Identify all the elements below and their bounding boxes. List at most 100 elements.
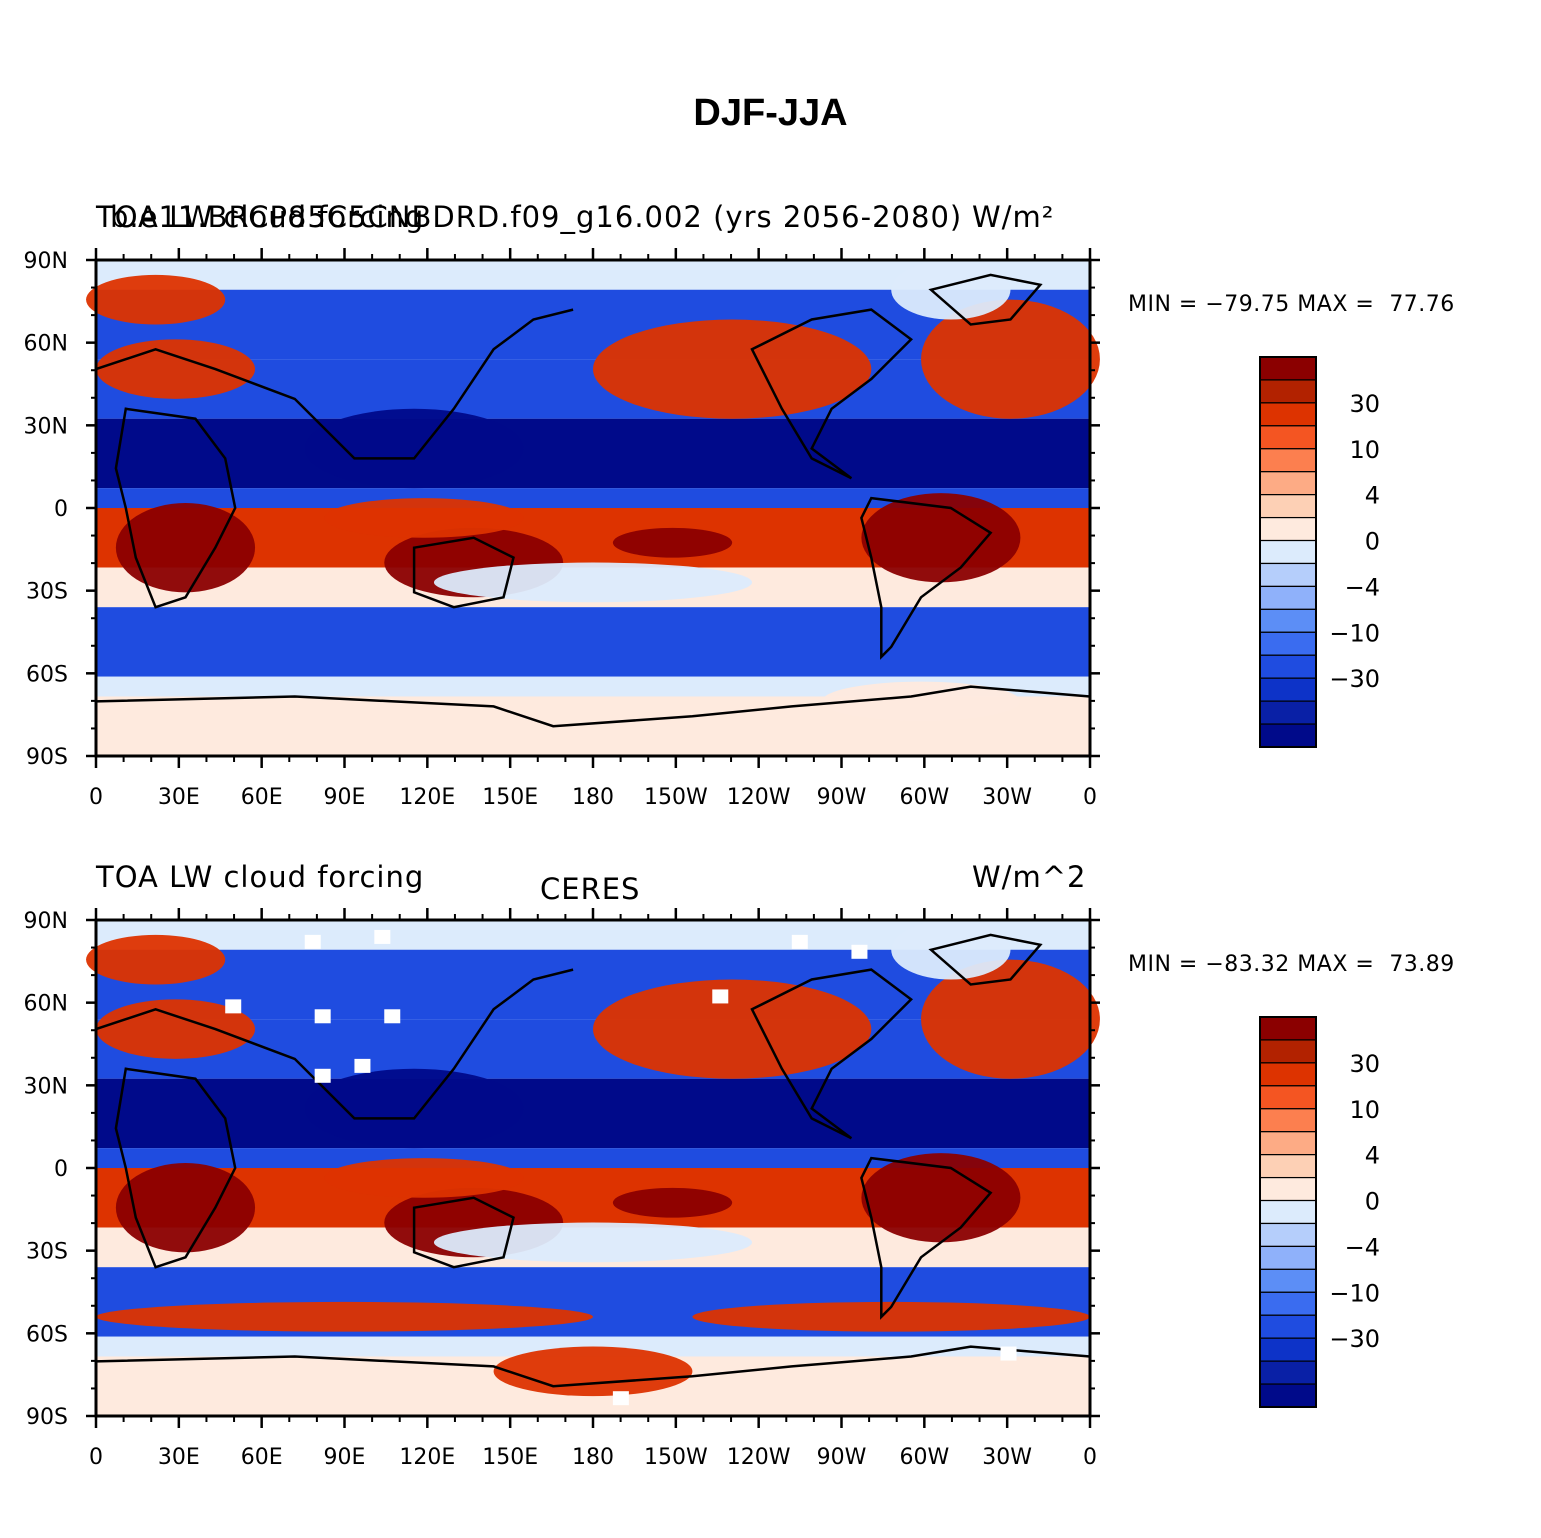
lon-tick-label: 180: [572, 1445, 614, 1470]
lat-tick-label: 90N: [24, 249, 68, 274]
colorbar-label: −10: [1329, 1279, 1380, 1307]
lon-tick-label: 180: [572, 785, 614, 810]
colorbar-label: 30: [1349, 1050, 1380, 1078]
panel-units: W/m^2: [972, 860, 1087, 894]
colorbar-swatch: [1259, 1360, 1317, 1385]
colorbar-label: −30: [1329, 1325, 1380, 1353]
lon-tick-label: 30W: [982, 785, 1032, 810]
lat-tick-label: 60N: [24, 992, 68, 1017]
colorbar-swatch: [1259, 1314, 1317, 1339]
colorbar-swatch: [1259, 562, 1317, 588]
colorbar-model: 30 10 4 0 −4 −10 −30: [1259, 356, 1380, 748]
lon-tick-label: 60W: [899, 1445, 949, 1470]
min-value: −79.75: [1205, 292, 1290, 317]
lat-tick-label: 60S: [26, 1322, 68, 1347]
colorbar-label: 4: [1365, 1142, 1380, 1170]
panel-obs: TOA LW cloud forcing CERES W/m^2 MIN = −…: [0, 850, 1541, 1510]
coastlines: [95, 273, 1091, 728]
lon-tick-label: 30W: [982, 1445, 1032, 1470]
colorbar-swatch: [1259, 494, 1317, 519]
panel-units: W/m²: [972, 200, 1055, 234]
colorbar-swatch: [1259, 379, 1317, 404]
lon-tick-label: 120E: [399, 1445, 455, 1470]
colorbar-swatch: [1259, 631, 1317, 656]
max-label: MAX =: [1297, 952, 1375, 977]
lat-tick-label: 0: [54, 497, 68, 522]
lon-tick-label: 150E: [482, 1445, 538, 1470]
figure-title: DJF-JJA: [693, 92, 848, 134]
min-label: MIN =: [1128, 952, 1198, 977]
colorbar-label: −10: [1329, 619, 1380, 647]
lon-tick-label: 90E: [324, 1445, 366, 1470]
lon-tick-label: 90W: [817, 785, 867, 810]
map-field: [86, 260, 1100, 756]
colorbar-label: 0: [1365, 1188, 1380, 1216]
lon-tick-label: 0: [89, 1445, 103, 1470]
lat-tick-label: 30N: [24, 1074, 68, 1099]
colorbar-swatch: [1259, 700, 1317, 725]
lon-tick-label: 150W: [644, 1445, 708, 1470]
colorbar-swatch: [1259, 1383, 1317, 1408]
lon-tick-label: 0: [1083, 1445, 1097, 1470]
min-value: −83.32: [1205, 952, 1290, 977]
lat-tick-label: 60S: [26, 662, 68, 687]
colorbar-swatch: [1259, 425, 1317, 450]
lon-tick-label: 0: [89, 785, 103, 810]
lon-tick-label: 30E: [158, 785, 200, 810]
lon-tick-label: 0: [1083, 785, 1097, 810]
colorbar-label: 10: [1349, 1096, 1380, 1124]
colorbar-label: 30: [1349, 390, 1380, 418]
colorbar-swatch: [1259, 1085, 1317, 1110]
lon-tick-label: 60W: [899, 785, 949, 810]
colorbar-swatch: [1259, 723, 1317, 748]
max-value: 77.76: [1389, 292, 1455, 317]
colorbar-swatch: [1259, 585, 1317, 610]
colorbar-swatch: [1259, 654, 1317, 679]
panel-center-title: CERES: [540, 872, 641, 906]
lat-tick-label: 90S: [26, 745, 68, 770]
colorbar-swatch: [1259, 1199, 1317, 1225]
map-field: [86, 920, 1100, 1416]
colorbar-swatch: [1259, 448, 1317, 473]
lon-tick-label: 60E: [241, 1445, 283, 1470]
colorbar-swatch: [1259, 1039, 1317, 1064]
colorbar-swatch: [1259, 471, 1317, 496]
colorbar-swatch: [1259, 1291, 1317, 1316]
min-label: MIN =: [1128, 292, 1198, 317]
colorbar-swatch: [1259, 516, 1317, 542]
colorbar-swatch: [1259, 1131, 1317, 1156]
colorbar-swatch: [1259, 402, 1317, 427]
colorbar-swatch: [1259, 1108, 1317, 1133]
colorbar-swatch: [1259, 1016, 1317, 1041]
colorbar-swatch: [1259, 1176, 1317, 1202]
lat-tick-label: 90N: [24, 909, 68, 934]
colorbar-label: −4: [1345, 573, 1380, 601]
colorbar-swatch: [1259, 1154, 1317, 1179]
colorbar-label: 0: [1365, 528, 1380, 556]
max-value: 73.89: [1389, 952, 1455, 977]
panel-model: TOA LW cloud forcing b.e11.BRCP85C5CNBDR…: [0, 190, 1541, 850]
lon-tick-label: 120W: [727, 1445, 791, 1470]
colorbar-label: −4: [1345, 1233, 1380, 1261]
colorbar-swatch: [1259, 1337, 1317, 1362]
lat-tick-label: 30S: [26, 1240, 68, 1265]
panel-left-title: TOA LW cloud forcing: [96, 860, 425, 894]
map-obs: 90N 60N 30N 0 30S 60S 90S 0 30E 60E 90E 120E 150E 180…: [24, 908, 1100, 1470]
lon-tick-label: 90E: [324, 785, 366, 810]
lon-tick-label: 120E: [399, 785, 455, 810]
colorbar-swatch: [1259, 356, 1317, 381]
map-model: 90N 60N 30N 0 30S 60S 90S 0 30E 60E 90E 120E 150E 180…: [24, 248, 1100, 810]
lat-tick-label: 30S: [26, 580, 68, 605]
lon-tick-label: 120W: [727, 785, 791, 810]
colorbar-swatch: [1259, 1222, 1317, 1248]
max-label: MAX =: [1297, 292, 1375, 317]
panel-left-title: TOA LW cloud forcing: [96, 200, 425, 234]
colorbar-label: 10: [1349, 436, 1380, 464]
colorbar-obs: 30 10 4 0 −4 −10 −30: [1259, 1016, 1380, 1408]
panel-center-title: b.e11.BRCP85C5CNBDRD.f09_g16.002 (yrs 20…: [110, 200, 963, 234]
colorbar-swatch: [1259, 677, 1317, 702]
colorbar-swatch: [1259, 1062, 1317, 1087]
colorbar-label: 4: [1365, 482, 1380, 510]
lon-tick-label: 60E: [241, 785, 283, 810]
coastlines: [95, 933, 1091, 1388]
